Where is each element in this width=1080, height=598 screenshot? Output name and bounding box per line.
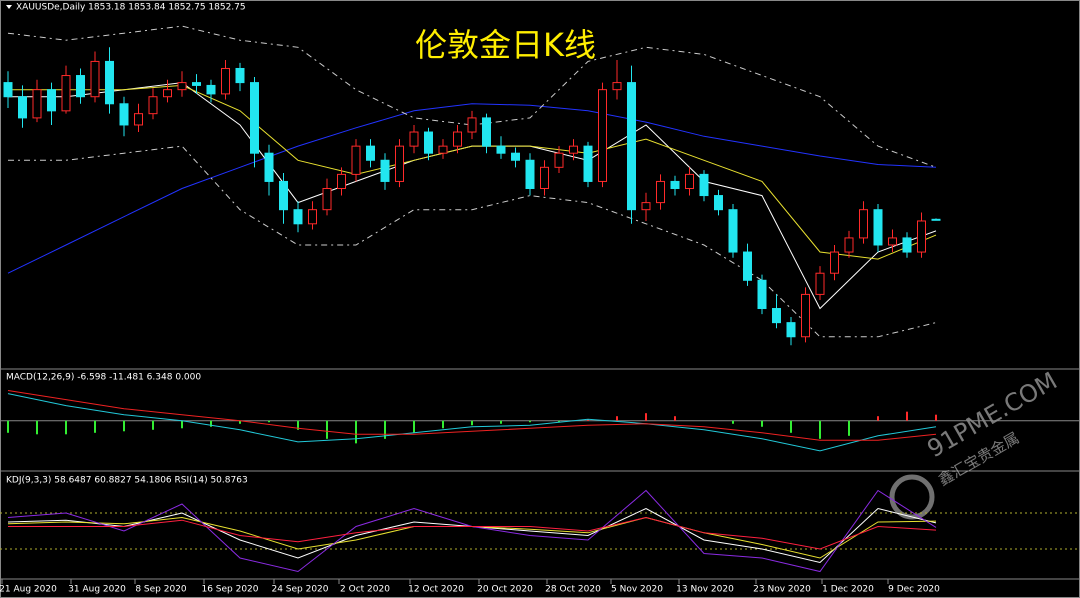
- candle-body: [409, 131, 419, 147]
- candle-body: [32, 89, 42, 119]
- candle-body: [192, 82, 201, 86]
- candle-body: [728, 209, 738, 253]
- candle-body: [627, 82, 636, 211]
- candle-body: [366, 145, 375, 161]
- menu-arrow: [6, 5, 12, 9]
- candle-body: [931, 218, 941, 221]
- candle-body: [264, 152, 274, 182]
- candle-body: [438, 145, 448, 154]
- indicator-line: [7, 103, 937, 274]
- indicator-line: [7, 25, 937, 168]
- candle-body: [641, 202, 651, 211]
- candle-body: [815, 272, 825, 295]
- candle-body: [351, 145, 361, 175]
- candle-body: [786, 322, 796, 338]
- candle-body: [873, 209, 883, 246]
- date-label: 2 Oct 2020: [340, 585, 390, 595]
- candle-body: [308, 209, 317, 225]
- candle-body: [424, 131, 433, 154]
- candle-body: [511, 152, 520, 161]
- candle-body: [525, 159, 535, 189]
- candle-body: [467, 117, 477, 133]
- macd-label: MACD(12,26,9) -6.598 -11.481 6.348 0.000: [6, 373, 201, 383]
- candle-body: [612, 82, 622, 91]
- date-label: 20 Oct 2020: [477, 585, 533, 595]
- candle-body: [221, 67, 230, 95]
- indicator-line: [8, 145, 937, 338]
- candle-body: [119, 103, 129, 126]
- candle-body: [888, 237, 897, 246]
- chart-title: XAUUSDe,Daily 1853.18 1853.84 1852.75 18…: [16, 3, 246, 13]
- candle-body: [540, 166, 549, 190]
- macd-line: [7, 393, 937, 452]
- candle-body: [163, 89, 172, 98]
- candle-body: [569, 145, 578, 154]
- candle-body: [482, 117, 491, 147]
- candle-body: [322, 188, 332, 211]
- candle-body: [18, 96, 27, 119]
- logo-icon: [889, 474, 935, 520]
- logo: 91PME.COM 鑫汇宝贵金属: [889, 367, 1062, 520]
- candle-body: [496, 145, 506, 154]
- candle-body: [250, 82, 259, 154]
- candle-body: [714, 195, 723, 211]
- candle-body: [598, 89, 607, 182]
- date-label: 5 Nov 2020: [611, 585, 663, 595]
- date-label: 23 Nov 2020: [753, 585, 811, 595]
- kdj-line: [7, 507, 937, 564]
- kdj-line: [7, 489, 937, 573]
- candle-body: [699, 173, 709, 197]
- candle-body: [206, 84, 216, 95]
- date-label: 9 Dec 2020: [888, 585, 940, 595]
- candle-body: [395, 145, 404, 182]
- candle-body: [76, 75, 85, 98]
- date-label: 31 Aug 2020: [68, 585, 126, 595]
- candle-body: [148, 96, 158, 115]
- candle-body: [279, 180, 288, 211]
- kdj-label: KDJ(9,3,3) 58.6487 60.8827 54.1806 RSI(1…: [6, 476, 248, 486]
- candle-body: [47, 89, 56, 112]
- candle-body: [583, 145, 593, 182]
- candle-body: [453, 131, 462, 147]
- candle-body: [859, 209, 868, 239]
- candle-body: [105, 60, 114, 105]
- candle-body: [830, 251, 839, 274]
- candle-body: [90, 60, 100, 98]
- date-label: 28 Oct 2020: [545, 585, 601, 595]
- indicator-line: [8, 84, 937, 260]
- candle-body: [917, 220, 926, 253]
- candle-body: [902, 237, 912, 253]
- candle-body: [61, 75, 71, 112]
- candle-body: [337, 173, 346, 190]
- candle-body: [656, 180, 665, 204]
- kdj-line: [8, 516, 937, 550]
- candle-body: [685, 173, 694, 190]
- candle-body: [554, 152, 564, 168]
- candle-body: [743, 251, 752, 281]
- candle-body: [772, 308, 781, 324]
- date-label: 13 Nov 2020: [676, 585, 734, 595]
- candle-body: [177, 82, 187, 91]
- candle-body: [134, 113, 143, 126]
- date-label: 16 Sep 2020: [201, 585, 258, 595]
- date-label: 1 Dec 2020: [822, 585, 874, 595]
- candle-body: [844, 237, 854, 253]
- date-label: 8 Sep 2020: [135, 585, 187, 595]
- macd-line: [7, 390, 937, 441]
- date-label: 12 Oct 2020: [408, 585, 464, 595]
- candle-body: [235, 67, 245, 84]
- candle-body: [801, 293, 810, 338]
- candle-body: [3, 82, 13, 98]
- candle-body: [670, 180, 680, 190]
- date-label: 24 Sep 2020: [271, 585, 328, 595]
- candle-body: [380, 159, 390, 182]
- date-label: 21 Aug 2020: [0, 585, 57, 595]
- watermark: 伦敦金日K线: [415, 26, 596, 64]
- candle-body: [757, 279, 767, 310]
- candle-body: [293, 209, 303, 225]
